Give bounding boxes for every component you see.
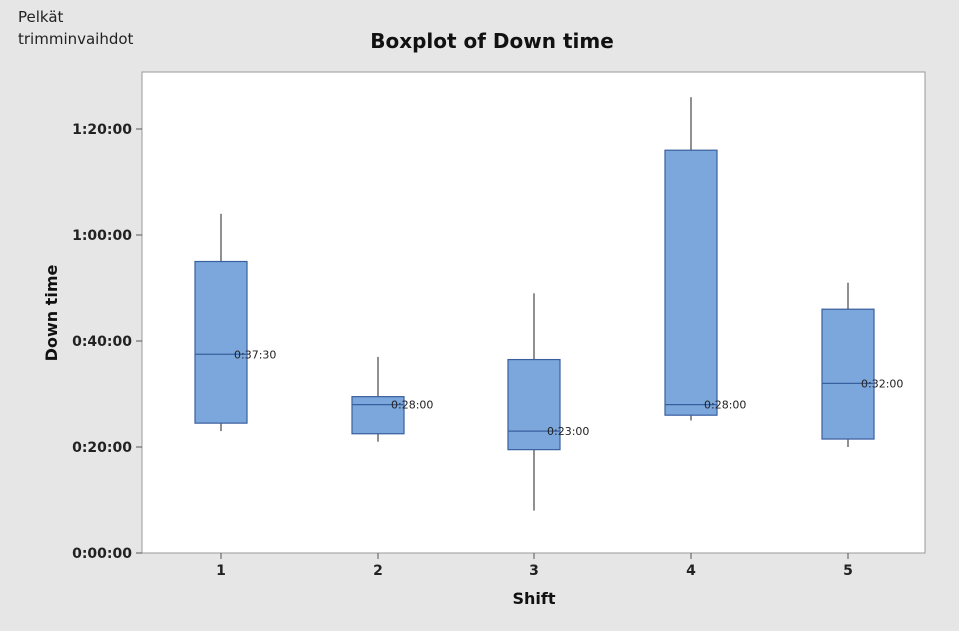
box: [821, 308, 875, 440]
x-tick-label: 2: [373, 563, 383, 579]
boxes: 0:37:30 0:28:00 0:23:00 0:28:00 0:32:00: [194, 97, 903, 511]
corner-note-line2: trimminvaihdot: [18, 30, 134, 48]
x-tick-label: 4: [686, 563, 696, 579]
y-tick-label: 0:00:00: [72, 546, 132, 562]
box: [194, 260, 248, 424]
median-label: 0:28:00: [391, 399, 433, 412]
median-label: 0:23:00: [547, 425, 589, 438]
median-label: 0:32:00: [861, 377, 903, 390]
y-tick-label: 1:00:00: [72, 228, 132, 244]
x-axis-label: Shift: [512, 589, 555, 608]
box: [351, 396, 405, 435]
y-axis-label: Down time: [42, 265, 61, 362]
box: [507, 358, 561, 451]
corner-note: Pelkät trimminvaihdot: [18, 6, 133, 50]
y-tick-label: 1:20:00: [72, 122, 132, 138]
x-tick-label: 3: [529, 563, 539, 579]
axes: 0:00:00 0:20:00 0:40:00 1:00:00 1:20:00 1 2 3 4 5: [72, 122, 853, 579]
median-label: 0:28:00: [704, 399, 746, 412]
corner-note-line1: Pelkät: [18, 8, 64, 26]
chart-title: Boxplot of Down time: [370, 29, 614, 53]
x-tick-label: 5: [843, 563, 853, 579]
x-tick-label: 1: [216, 563, 226, 579]
y-tick-label: 0:40:00: [72, 334, 132, 350]
median-label: 0:37:30: [234, 348, 276, 361]
box: [664, 149, 718, 416]
y-tick-label: 0:20:00: [72, 440, 132, 456]
